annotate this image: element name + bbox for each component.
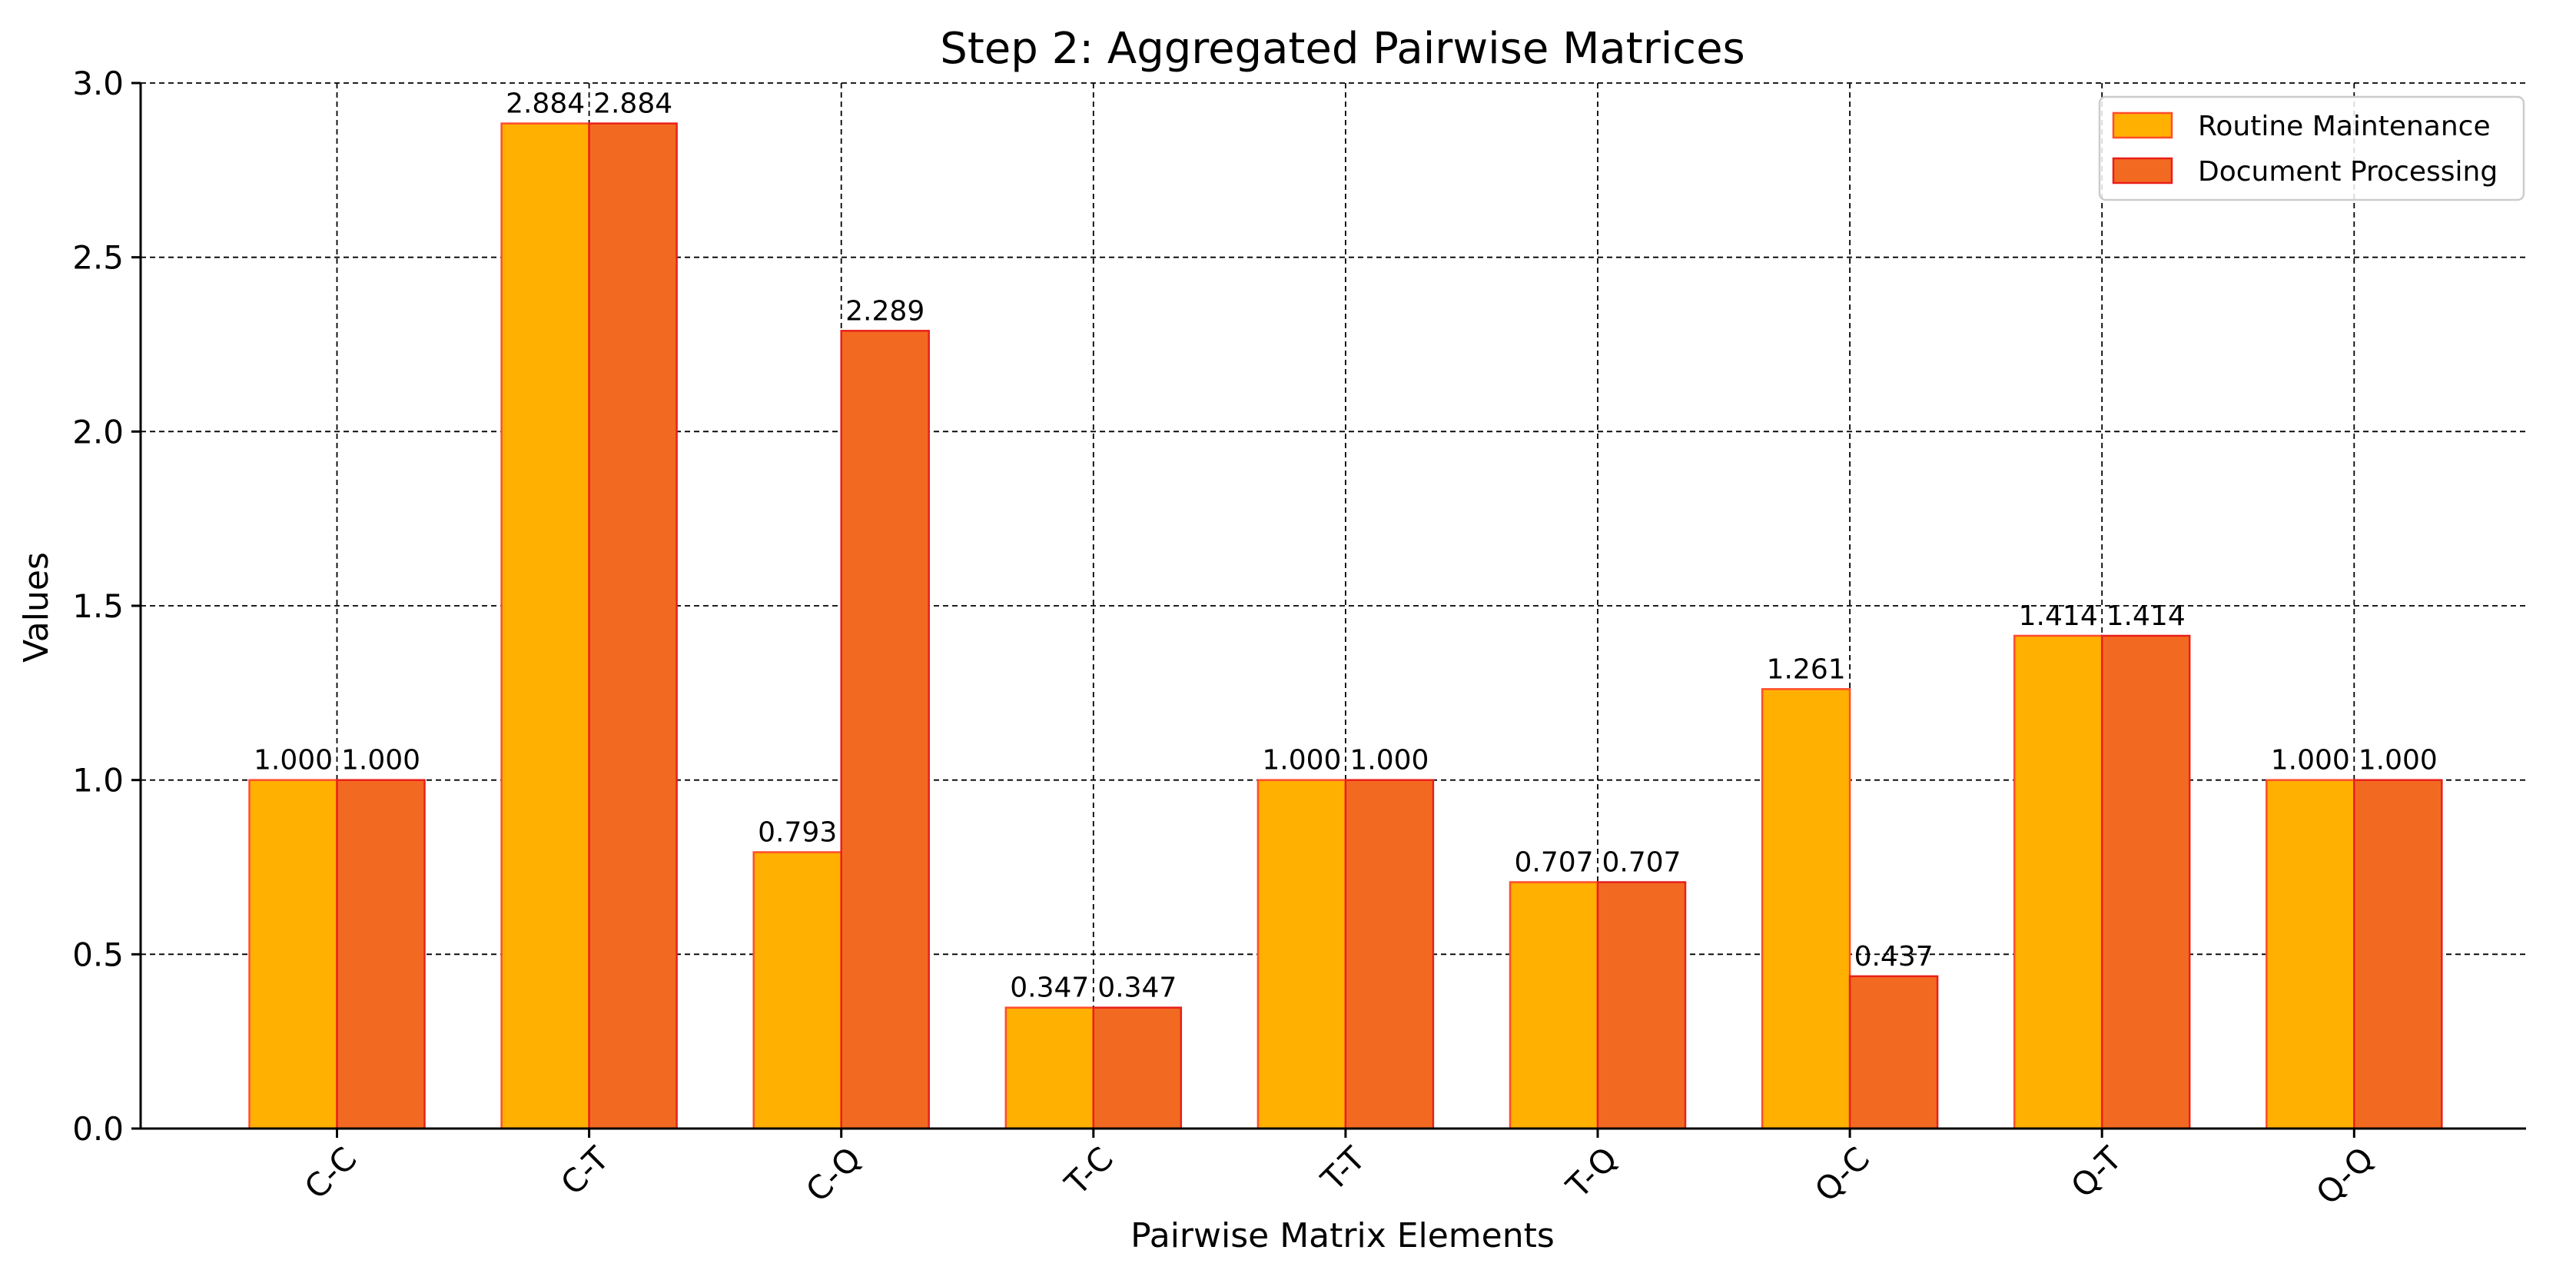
value-label-document-processing-t-t: 1.000 [1349,745,1429,776]
value-label-routine-maintenance-q-t: 1.414 [2019,600,2098,632]
y-tick-label-6: 3.0 [72,65,124,102]
bar-routine-maintenance-t-t [1256,779,1347,1130]
bar-document-processing-t-c [1092,1006,1183,1130]
value-label-document-processing-q-t: 1.414 [2106,600,2186,632]
y-tick-label-3: 1.5 [72,587,124,625]
bar-routine-maintenance-c-q [752,851,842,1130]
legend-label-document-processing: Document Processing [2198,156,2498,188]
y-tick-label-1: 0.5 [72,936,124,973]
x-tick-label-q-t: Q-T [2063,1139,2129,1205]
x-tick-label-c-t: C-T [553,1139,616,1202]
bar-routine-maintenance-q-c [1761,688,1851,1130]
y-ticks: 0.0 0.5 1.0 1.5 2.0 2.5 3.0 [72,65,141,1148]
legend-swatch-document-processing [2112,157,2173,185]
value-label-routine-maintenance-t-t: 1.000 [1262,745,1341,776]
bar-document-processing-q-c [1848,975,1939,1130]
bar-routine-maintenance-c-t [500,122,590,1130]
value-label-document-processing-q-q: 1.000 [2359,745,2438,776]
value-label-routine-maintenance-q-q: 1.000 [2271,745,2350,776]
x-axis-label: Pairwise Matrix Elements [1130,1216,1555,1255]
x-tick-label-q-c: Q-C [1808,1139,1877,1209]
bar-routine-maintenance-q-t [2013,634,2103,1130]
bar-document-processing-t-t [1344,779,1435,1130]
bar-routine-maintenance-q-q [2266,779,2355,1130]
x-tick-label-t-q: T-Q [1559,1139,1625,1205]
value-label-document-processing-q-c: 0.437 [1854,941,1934,972]
x-tick-label-q-q: Q-Q [2309,1139,2381,1212]
bar-document-processing-c-q [840,330,930,1130]
value-label-routine-maintenance-t-c: 0.347 [1010,972,1089,1004]
value-label-document-processing-c-q: 2.289 [845,295,925,327]
x-tick-label-c-c: C-C [297,1139,364,1206]
value-label-routine-maintenance-c-t: 2.884 [506,88,585,120]
x-tick-label-t-t: T-T [1313,1139,1373,1199]
x-ticks: C-C C-T C-Q T-C T-T T-Q Q-C Q-T Q-Q [297,1129,2381,1212]
legend-label-routine-maintenance: Routine Maintenance [2198,111,2491,142]
legend: Routine Maintenance Document Processing [2098,95,2525,201]
bars [248,122,2443,1130]
x-tick-label-t-c: T-C [1057,1139,1120,1202]
legend-box [2098,95,2525,201]
y-axis-label: Values [17,552,56,663]
value-label-document-processing-c-t: 2.884 [593,88,672,120]
y-tick-label-2: 1.0 [72,762,124,800]
chart-title: Step 2: Aggregated Pairwise Matrices [940,24,1744,74]
bar-routine-maintenance-t-q [1509,881,1599,1130]
bar-document-processing-c-c [336,779,426,1130]
value-labels: 1.000 2.884 0.793 0.347 1.000 0.707 1.261 1.414… [254,88,2438,1004]
value-label-routine-maintenance-q-c: 1.261 [1767,653,1846,685]
value-label-document-processing-c-c: 1.000 [341,745,420,776]
value-label-routine-maintenance-t-q: 0.707 [1514,846,1593,878]
bar-document-processing-q-q [2353,779,2443,1130]
value-label-document-processing-t-q: 0.707 [1602,846,1681,878]
value-label-document-processing-t-c: 0.347 [1097,972,1177,1004]
y-tick-label-5: 2.5 [72,239,124,277]
y-tick-label-0: 0.0 [72,1110,124,1148]
x-tick-label-c-q: C-Q [798,1139,868,1209]
legend-swatch-routine-maintenance [2112,111,2173,139]
bar-document-processing-q-t [2100,634,2191,1130]
bar-document-processing-t-q [1596,881,1687,1130]
bar-document-processing-c-t [588,122,678,1130]
bar-routine-maintenance-t-c [1004,1006,1095,1130]
value-label-routine-maintenance-c-q: 0.793 [758,817,837,849]
value-label-routine-maintenance-c-c: 1.000 [254,745,333,776]
bar-routine-maintenance-c-c [248,779,338,1130]
y-tick-label-4: 2.0 [72,413,124,450]
